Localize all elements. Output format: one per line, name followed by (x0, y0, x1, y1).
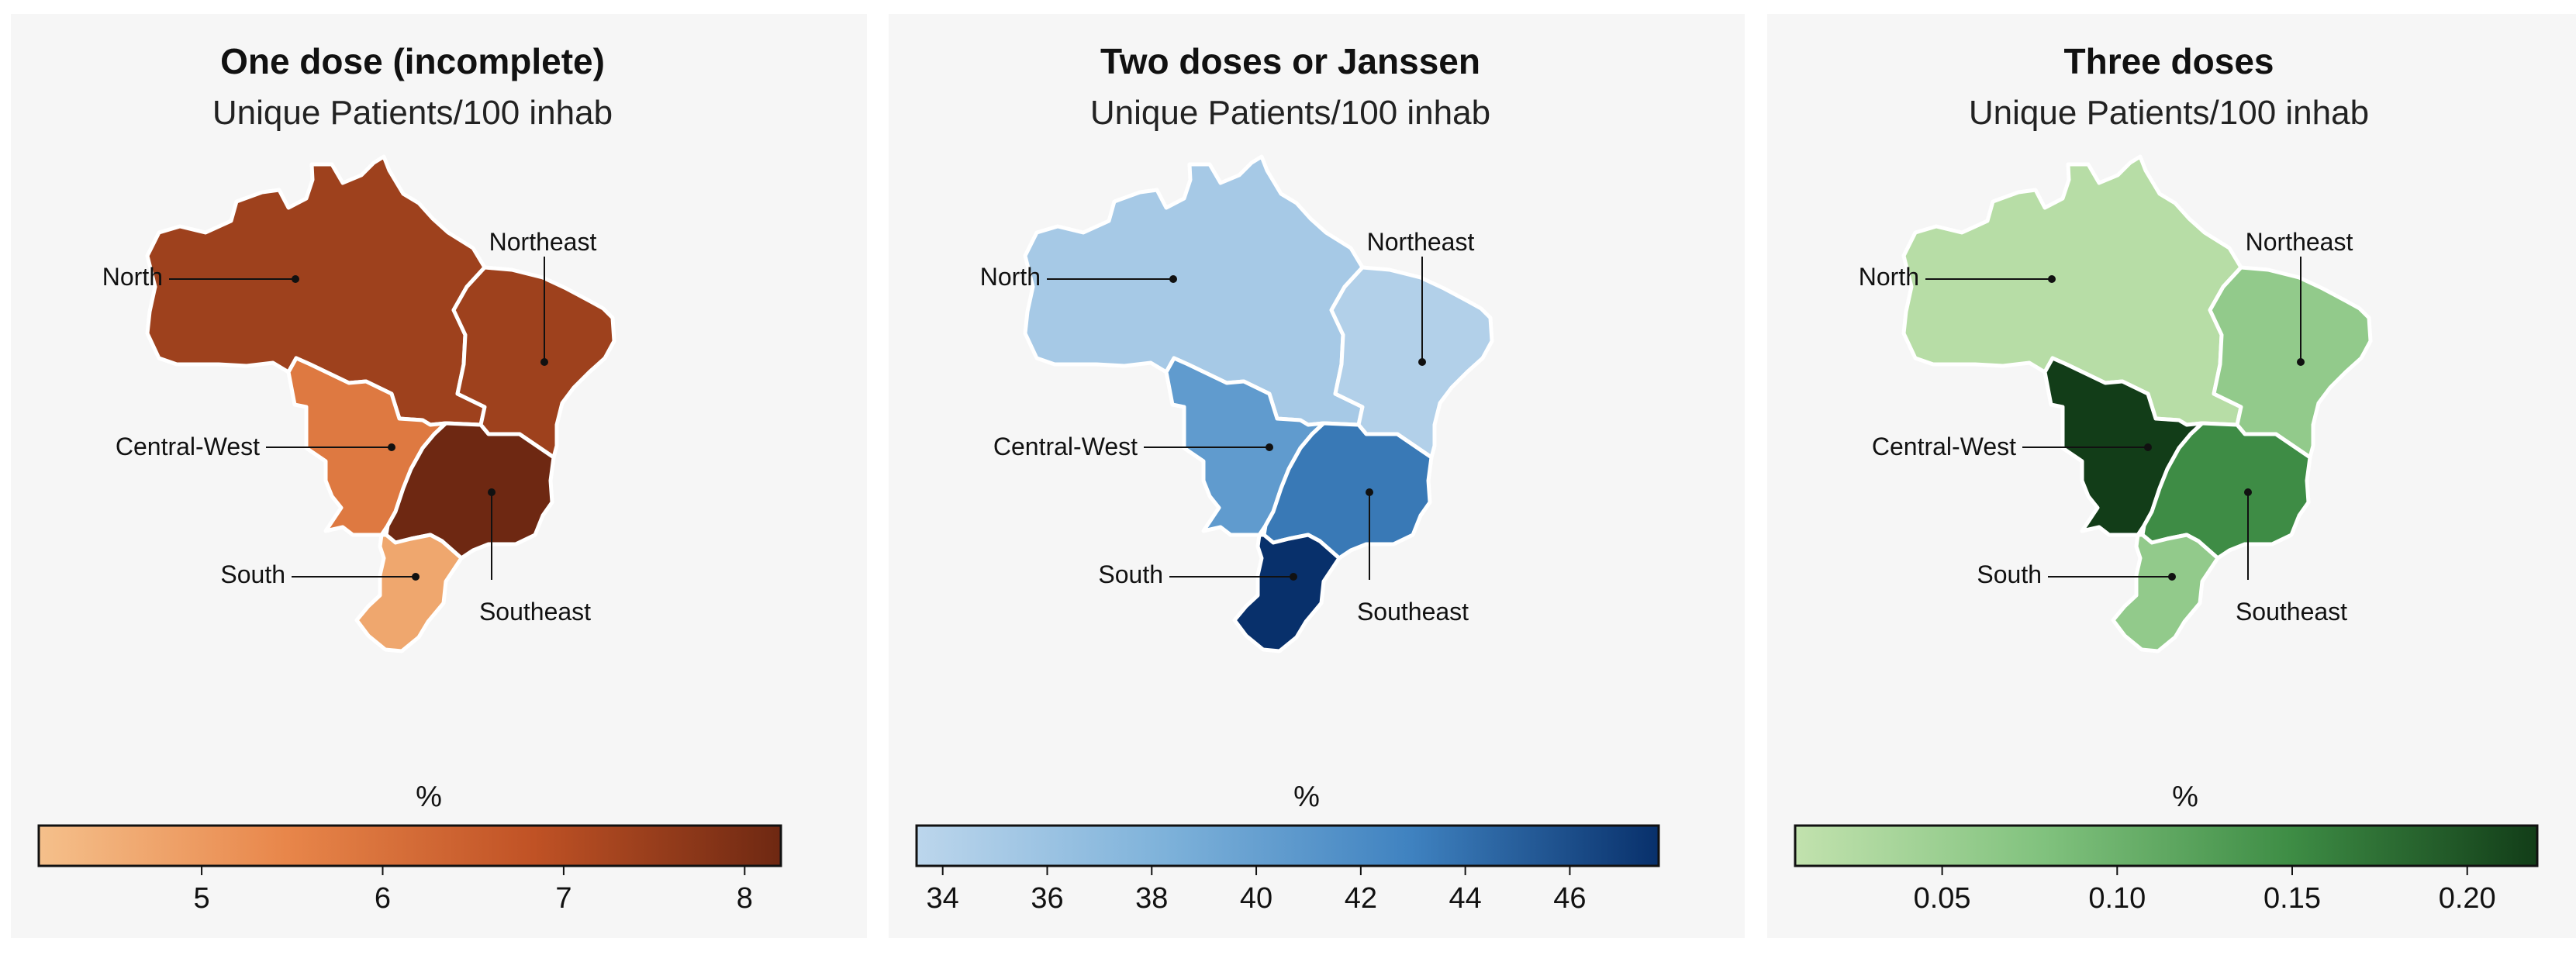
panel-3: Three doses Unique Patients/100 inhab Nort… (1767, 14, 2576, 938)
region-marker (1418, 358, 1426, 366)
colorbar-tick-label: 6 (375, 882, 391, 915)
panel-title: One dose (incomplete) (220, 41, 605, 81)
brazil-map (1901, 154, 2373, 653)
region-marker (2244, 488, 2252, 496)
region-south[interactable] (1232, 533, 1342, 653)
region-label: South (220, 560, 285, 588)
colorbar-tick-label: 5 (194, 882, 210, 915)
region-marker (1169, 275, 1177, 283)
region-label: Central-West (993, 433, 1138, 460)
colorbar (1794, 824, 2539, 867)
colorbar-tick-label: 8 (737, 882, 753, 915)
region-label: North (102, 263, 163, 291)
region-label: Central-West (116, 433, 260, 460)
region-marker (540, 358, 548, 366)
region-south[interactable] (2111, 533, 2220, 653)
colorbar (915, 824, 1660, 867)
region-northeast[interactable] (451, 265, 616, 460)
region-label: Northeast (2246, 228, 2353, 256)
colorbar-tick-label: 0.20 (2439, 882, 2496, 915)
panel-1: One dose (incomplete) Unique Patients/100… (11, 14, 867, 938)
colorbar-label: % (1293, 781, 1320, 813)
region-label: North (980, 263, 1041, 291)
colorbar-tick-label: 42 (1345, 882, 1377, 915)
panel-2: Two doses or Janssen Unique Patients/100 … (889, 14, 1745, 938)
region-label: Southeast (479, 598, 591, 626)
region-marker (388, 443, 395, 451)
region-label: North (1859, 263, 1919, 291)
colorbar-tick-label: 40 (1240, 882, 1272, 915)
region-marker (1366, 488, 1373, 496)
region-southeast[interactable] (2140, 421, 2312, 560)
region-marker (1290, 573, 1297, 581)
region-marker (2297, 358, 2305, 366)
region-label: South (1098, 560, 1163, 588)
colorbar-tick-label: 36 (1031, 882, 1063, 915)
region-marker (292, 275, 299, 283)
region-marker (2048, 275, 2056, 283)
region-marker (488, 488, 496, 496)
region-label: Southeast (2236, 598, 2347, 626)
colorbar-tick-label: 7 (555, 882, 571, 915)
region-label: Central-West (1872, 433, 2016, 460)
region-label: Southeast (1357, 598, 1469, 626)
region-southeast[interactable] (384, 421, 556, 560)
region-label: South (1977, 560, 2042, 588)
region-northeast[interactable] (2208, 265, 2373, 460)
colorbar-tick-label: 44 (1449, 882, 1482, 915)
region-marker (2168, 573, 2176, 581)
region-marker (412, 573, 420, 581)
panel-title: Three doses (2064, 41, 2274, 81)
panel-title: Two doses or Janssen (1100, 41, 1480, 81)
panel-subtitle: Unique Patients/100 inhab (1969, 94, 2369, 132)
panel-subtitle: Unique Patients/100 inhab (1090, 94, 1490, 132)
panel-subtitle: Unique Patients/100 inhab (212, 94, 613, 132)
colorbar-tick-label: 38 (1135, 882, 1168, 915)
colorbar (37, 824, 782, 867)
region-marker (1266, 443, 1273, 451)
colorbar-tick-label: 46 (1553, 882, 1586, 915)
region-south[interactable] (354, 533, 464, 653)
region-label: Northeast (489, 228, 597, 256)
colorbar-tick-label: 34 (927, 882, 959, 915)
brazil-map (145, 154, 616, 653)
brazil-map (1023, 154, 1494, 653)
colorbar-tick-label: 0.15 (2263, 882, 2321, 915)
region-northeast[interactable] (1329, 265, 1494, 460)
colorbar-tick-label: 0.05 (1914, 882, 1971, 915)
colorbar-tick-label: 0.10 (2088, 882, 2146, 915)
region-label: Northeast (1367, 228, 1475, 256)
colorbar-label: % (416, 781, 442, 813)
colorbar-label: % (2172, 781, 2198, 813)
region-southeast[interactable] (1262, 421, 1434, 560)
region-marker (2144, 443, 2152, 451)
